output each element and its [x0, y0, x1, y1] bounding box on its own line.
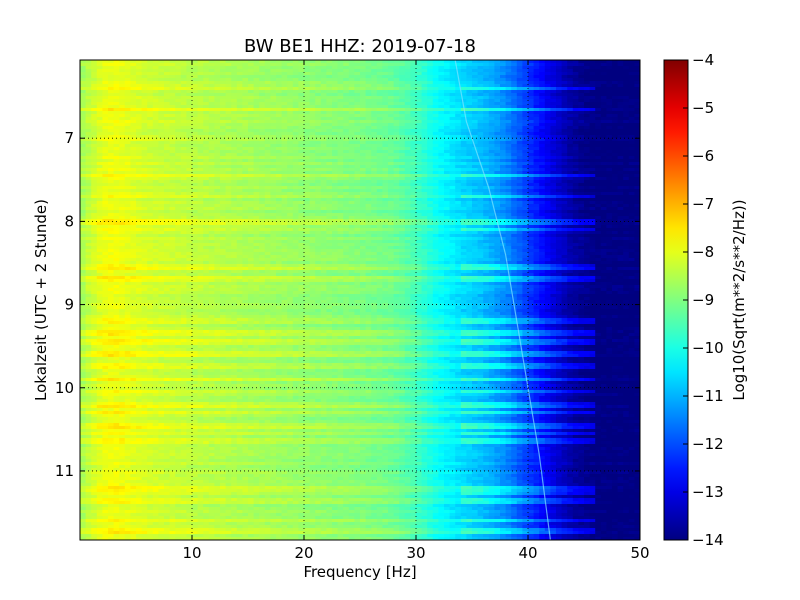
chart-title: BW BE1 HHZ: 2019-07-18 [244, 36, 476, 57]
spectrogram-heatmap [80, 60, 641, 541]
